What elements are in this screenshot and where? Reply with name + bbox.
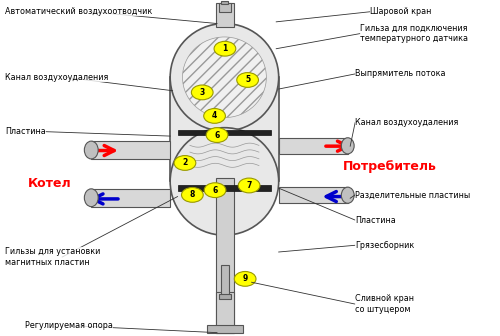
Text: Регулируемая опора: Регулируемая опора [24,322,112,330]
Text: 9: 9 [242,275,248,283]
Circle shape [182,187,203,202]
Circle shape [238,178,260,193]
Bar [170,77,278,181]
Ellipse shape [342,138,354,154]
Circle shape [214,41,236,56]
Text: 1: 1 [222,44,228,53]
Bar [178,130,272,135]
Bar [92,141,170,159]
Bar [92,189,170,207]
Text: Потребитель: Потребитель [342,160,436,173]
Ellipse shape [182,37,266,118]
Text: Гильзы для установки
магнитных пластин: Гильзы для установки магнитных пластин [5,247,100,267]
Ellipse shape [84,141,98,159]
Bar [218,294,232,299]
Text: Автоматический воздухоотводчик: Автоматический воздухоотводчик [5,7,152,16]
Circle shape [192,85,213,100]
Text: Гильза для подключения
температурного датчика: Гильза для подключения температурного да… [360,24,468,43]
Bar [216,178,234,333]
Bar [207,325,242,333]
Bar [278,138,347,154]
Ellipse shape [342,187,354,203]
Text: Пластина: Пластина [5,127,46,135]
Text: 6: 6 [212,186,218,195]
Text: 8: 8 [190,191,195,199]
Text: Разделительные пластины: Разделительные пластины [355,191,470,199]
Bar [221,265,229,296]
Bar [216,292,234,333]
Text: Шаровой кран: Шаровой кран [370,7,432,16]
Ellipse shape [84,189,98,207]
Bar [216,178,234,333]
Text: 2: 2 [182,159,188,167]
Ellipse shape [170,24,278,131]
Circle shape [237,73,258,87]
Text: 5: 5 [245,76,250,84]
Text: Котел: Котел [28,177,71,190]
Text: 6: 6 [214,131,220,139]
Circle shape [234,271,256,286]
Circle shape [174,156,196,170]
Bar [216,3,234,27]
Text: 3: 3 [200,88,205,97]
Circle shape [206,128,228,142]
Circle shape [204,109,226,123]
Circle shape [204,183,226,198]
Bar [222,1,228,4]
Text: 4: 4 [212,112,217,120]
Ellipse shape [170,128,278,235]
Text: Сливной кран
со штуцером: Сливной кран со штуцером [355,294,414,314]
Bar [218,3,232,12]
Text: Пластина: Пластина [355,216,396,224]
Text: 7: 7 [246,181,252,190]
Text: Выпрямитель потока: Выпрямитель потока [355,70,446,78]
Text: Грязесборник: Грязесборник [355,241,414,250]
Text: Канал воздухоудаления: Канал воздухоудаления [355,118,459,127]
Bar [178,185,272,191]
Bar [278,187,347,203]
Text: Канал воздухоудаления: Канал воздухоудаления [5,73,108,82]
